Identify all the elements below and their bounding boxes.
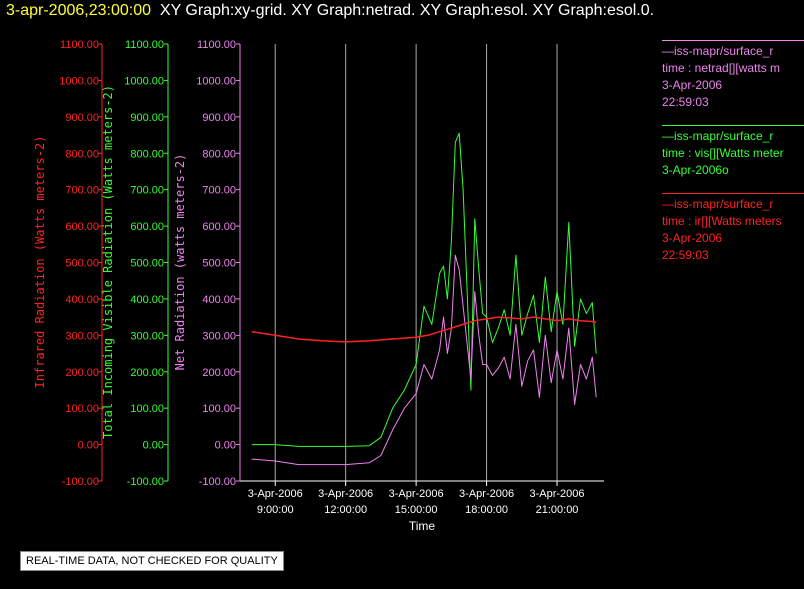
x-axis-title: Time bbox=[409, 519, 436, 533]
y-tick-label: 900.00 bbox=[130, 112, 164, 124]
y-tick-label: 500.00 bbox=[130, 258, 164, 270]
x-tick-label-time: 12:00:00 bbox=[324, 504, 367, 516]
y-tick-label: 200.00 bbox=[65, 367, 99, 379]
y-tick-label: 0.00 bbox=[78, 440, 99, 452]
y-tick-label: 900.00 bbox=[202, 112, 236, 124]
x-tick-label-date: 3-Apr-2006 bbox=[389, 488, 444, 500]
y-tick-label: 100.00 bbox=[130, 403, 164, 415]
series-line bbox=[251, 254, 597, 466]
legend-text: —iss-mapr/surface_r bbox=[662, 129, 774, 143]
legend-text: time : ir[][Watts meters bbox=[662, 214, 782, 228]
y-tick-label: 900.00 bbox=[65, 112, 99, 124]
y-tick-label: 600.00 bbox=[202, 221, 236, 233]
y-axis-title: Total Incoming Visible Radiation (Watts … bbox=[101, 85, 115, 439]
y-tick-label: 100.00 bbox=[65, 403, 99, 415]
quality-notice: REAL-TIME DATA, NOT CHECKED FOR QUALITY bbox=[20, 551, 284, 571]
legend-text: time : vis[][Watts meter bbox=[662, 146, 784, 160]
y-tick-label: 400.00 bbox=[130, 294, 164, 306]
x-tick-label-date: 3-Apr-2006 bbox=[318, 488, 373, 500]
legend-text: —iss-mapr/surface_r bbox=[662, 197, 774, 211]
y-tick-label: 100.00 bbox=[202, 403, 236, 415]
x-tick-label-time: 18:00:00 bbox=[465, 504, 508, 516]
y-tick-label: 200.00 bbox=[130, 367, 164, 379]
y-tick-label: 700.00 bbox=[202, 185, 236, 197]
y-tick-label: 200.00 bbox=[202, 367, 236, 379]
y-tick-label: 400.00 bbox=[65, 294, 99, 306]
y-tick-label: -100.00 bbox=[199, 476, 236, 488]
y-tick-label: 1000.00 bbox=[59, 75, 99, 87]
y-axis-title: Infrared Radiation (Watts meters-2) bbox=[33, 136, 47, 389]
y-tick-label: -100.00 bbox=[127, 476, 164, 488]
y-tick-label: 300.00 bbox=[65, 330, 99, 342]
x-tick-label-date: 3-Apr-2006 bbox=[248, 488, 303, 500]
window-title: 3-apr-2006,23:00:00 XY Graph:xy-grid. XY… bbox=[6, 2, 654, 20]
y-tick-label: 1000.00 bbox=[124, 75, 164, 87]
y-tick-label: 800.00 bbox=[65, 148, 99, 160]
legend-text: time : netrad[][watts m bbox=[662, 61, 781, 75]
y-tick-label: 1100.00 bbox=[125, 39, 164, 51]
y-tick-label: 0.00 bbox=[215, 440, 236, 452]
title-timestamp: 3-apr-2006,23:00:00 bbox=[6, 2, 151, 19]
x-tick-label-time: 21:00:00 bbox=[536, 504, 579, 516]
series-line bbox=[251, 132, 597, 447]
x-tick-label-date: 3-Apr-2006 bbox=[459, 488, 514, 500]
y-axis-title: Net Radiation (watts meters-2) bbox=[173, 154, 187, 371]
y-tick-label: 700.00 bbox=[65, 185, 99, 197]
title-graph-list: XY Graph:xy-grid. XY Graph:netrad. XY Gr… bbox=[159, 2, 655, 19]
y-tick-label: 300.00 bbox=[130, 330, 164, 342]
legend-text: —iss-mapr/surface_r bbox=[662, 44, 774, 58]
y-tick-label: 600.00 bbox=[130, 221, 164, 233]
legend-text: 3-Apr-2006 bbox=[662, 231, 723, 245]
y-tick-label: -100.00 bbox=[62, 476, 99, 488]
y-tick-label: 0.00 bbox=[143, 440, 164, 452]
y-tick-label: 1100.00 bbox=[197, 39, 236, 51]
y-tick-label: 1100.00 bbox=[60, 39, 99, 51]
series-line bbox=[251, 316, 597, 343]
y-tick-label: 500.00 bbox=[202, 258, 236, 270]
y-tick-label: 300.00 bbox=[202, 330, 236, 342]
legend-text: 22:59:03 bbox=[662, 95, 709, 109]
y-tick-label: 700.00 bbox=[130, 185, 164, 197]
x-tick-label-time: 9:00:00 bbox=[257, 504, 294, 516]
x-tick-label-time: 15:00:00 bbox=[395, 504, 438, 516]
y-tick-label: 800.00 bbox=[130, 148, 164, 160]
y-tick-label: 800.00 bbox=[202, 148, 236, 160]
y-tick-label: 1000.00 bbox=[196, 75, 236, 87]
legend-text: 3-Apr-2006 bbox=[662, 78, 723, 92]
legend-text: 22:59:03 bbox=[662, 248, 709, 262]
y-tick-label: 400.00 bbox=[202, 294, 236, 306]
y-tick-label: 500.00 bbox=[65, 258, 99, 270]
x-tick-label-date: 3-Apr-2006 bbox=[530, 488, 585, 500]
y-tick-label: 600.00 bbox=[65, 221, 99, 233]
legend-text: 3-Apr-2006o bbox=[662, 163, 729, 177]
